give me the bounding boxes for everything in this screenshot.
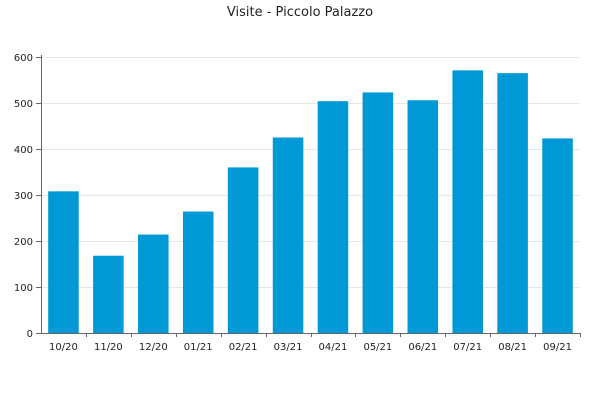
y-tick-label: 600 <box>14 53 33 64</box>
bar <box>272 137 304 333</box>
y-axis-ticks: 0 100 200 300 400 500 600 <box>14 53 41 340</box>
x-axis-ticks: 10/20 11/20 12/20 01/21 02/21 03/21 04/21 05/21… <box>49 333 581 353</box>
grid-lines <box>41 57 580 288</box>
bar <box>407 100 439 334</box>
y-tick-label: 0 <box>27 329 33 340</box>
y-tick-label: 500 <box>14 99 33 110</box>
y-tick-label: 200 <box>14 237 33 248</box>
bar <box>497 73 528 333</box>
bars <box>48 70 573 334</box>
bar <box>48 191 79 333</box>
bar <box>182 211 214 333</box>
bar <box>317 101 349 333</box>
y-tick-label: 300 <box>14 191 33 202</box>
x-tick-label: 06/21 <box>408 342 437 353</box>
chart-title: Visite - Piccolo Palazzo <box>227 5 373 20</box>
x-tick-label: 04/21 <box>319 342 348 353</box>
x-tick-label: 07/21 <box>453 342 482 353</box>
bar <box>452 70 483 333</box>
x-tick-label: 03/21 <box>274 342 303 353</box>
x-tick-label: 09/21 <box>543 342 572 353</box>
y-tick-label: 100 <box>14 283 33 294</box>
x-tick-label: 12/20 <box>139 342 168 353</box>
bar <box>542 138 573 333</box>
x-tick-label: 08/21 <box>498 342 527 353</box>
bar <box>227 167 259 333</box>
x-tick-label: 10/20 <box>49 342 78 353</box>
x-tick-label: 05/21 <box>363 342 392 353</box>
bar <box>138 234 169 333</box>
x-tick-label: 02/21 <box>229 342 258 353</box>
x-tick-label: 01/21 <box>184 342 213 353</box>
x-tick-label: 11/20 <box>94 342 123 353</box>
y-tick-label: 400 <box>14 145 33 156</box>
bar <box>362 92 394 333</box>
bar <box>93 255 124 333</box>
